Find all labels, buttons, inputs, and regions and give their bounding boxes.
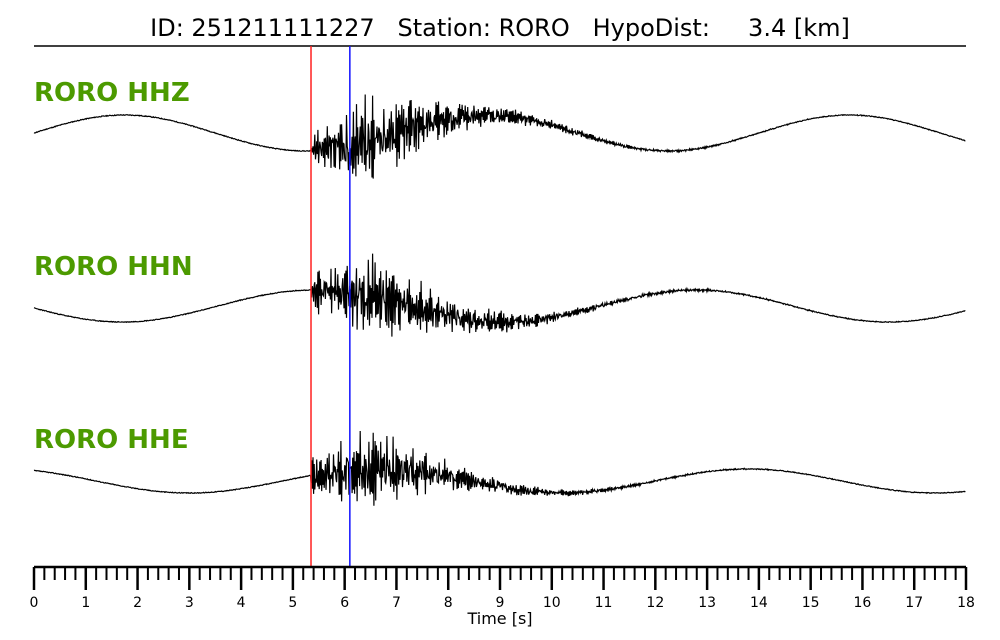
x-tick-label: 4 [237, 595, 246, 611]
x-tick-label: 7 [392, 595, 401, 611]
x-tick-label: 17 [905, 595, 923, 611]
x-tick-label: 13 [698, 595, 716, 611]
picks [310, 46, 351, 567]
traces [33, 94, 966, 506]
x-tick-label: 18 [957, 595, 975, 611]
waveform-roro-hhn [33, 253, 966, 337]
trace-label-hhn: RORO HHN [34, 252, 193, 282]
x-tick-label: 16 [854, 595, 872, 611]
x-tick-label: 15 [802, 595, 820, 611]
x-axis: 0 1 2 3 4 5 6 7 8 9 10 11 12 13 14 15 16 17 18 [30, 565, 975, 611]
trace-label-hhe: RORO HHE [34, 425, 189, 455]
x-axis-label: Time [s] [466, 609, 532, 628]
x-tick-label: 8 [444, 595, 453, 611]
waveform-roro-hhz [33, 94, 966, 179]
x-tick-label: 6 [340, 595, 349, 611]
x-tick-label: 2 [133, 595, 142, 611]
x-tick-label: 10 [543, 595, 561, 611]
waveform-roro-hhe [33, 430, 966, 506]
chart-title: ID: 251211111227 Station: RORO HypoDist:… [150, 14, 850, 42]
x-tick-label: 3 [185, 595, 194, 611]
x-tick-label: 12 [646, 595, 664, 611]
x-tick-label: 11 [595, 595, 613, 611]
x-tick-label: 14 [750, 595, 768, 611]
x-tick-label: 9 [496, 595, 505, 611]
x-tick-label: 0 [30, 595, 39, 611]
trace-label-hhz: RORO HHZ [34, 78, 190, 108]
x-tick-label: 1 [81, 595, 90, 611]
x-tick-label: 5 [288, 595, 297, 611]
trace-labels: RORO HHZ RORO HHN RORO HHE [34, 78, 193, 455]
